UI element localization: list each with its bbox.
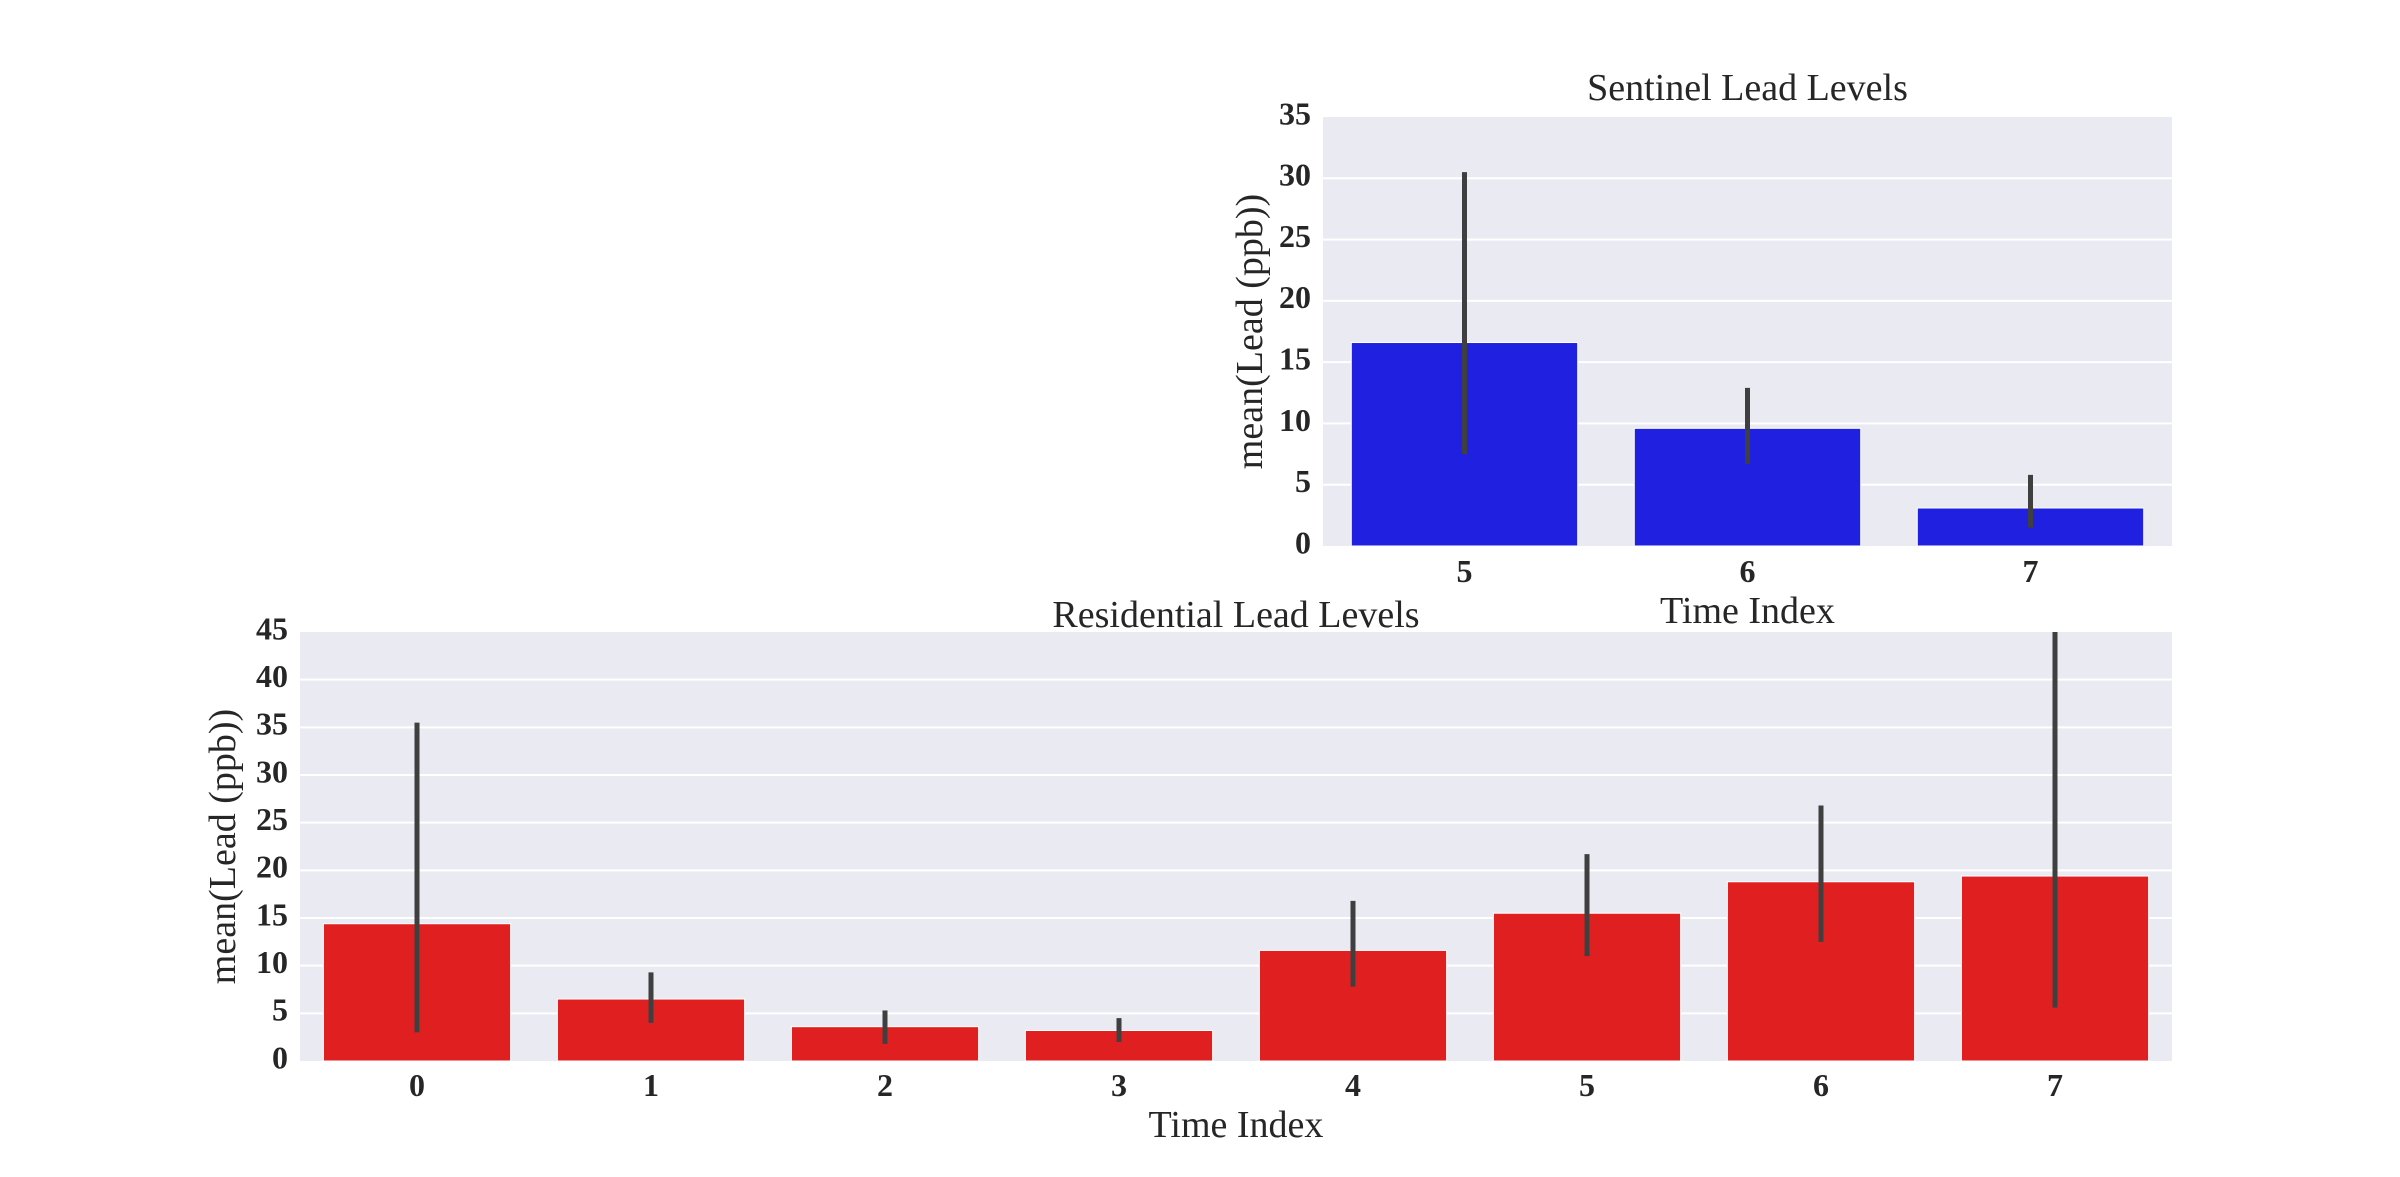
residential-chart-title: Residential Lead Levels [1052,594,1419,636]
sentinel-chart-title: Sentinel Lead Levels [1587,67,1908,109]
residential-xtick-label: 4 [1345,1067,1361,1103]
sentinel-ytick-label: 30 [1279,157,1311,193]
sentinel-x-axis-label: Time Index [1660,590,1835,632]
residential-ytick-label: 30 [256,753,288,789]
residential-xtick-label: 0 [409,1067,425,1103]
residential-bar-3 [1024,1029,1214,1062]
residential-ytick-label: 45 [256,610,288,646]
residential-ytick-label: 20 [256,849,288,885]
residential-xtick-label: 6 [1813,1067,1829,1103]
residential-ytick-label: 5 [272,992,288,1028]
residential-ytick-label: 0 [272,1039,288,1075]
sentinel-ytick-label: 25 [1279,218,1311,254]
residential-xtick-label: 3 [1111,1067,1127,1103]
residential-ytick-label: 15 [256,896,288,932]
sentinel-ytick-label: 10 [1279,402,1311,438]
sentinel-xtick-label: 6 [1740,553,1756,589]
sentinel-ytick-label: 35 [1279,95,1311,131]
sentinel-ytick-label: 20 [1279,279,1311,315]
residential-ytick-label: 40 [256,658,288,694]
residential-ytick-label: 35 [256,706,288,742]
sentinel-ytick-label: 0 [1295,524,1311,560]
sentinel-chart: 0 5 10 15 20 25 30 35 5 6 7 Sentinel Lead Levels Tim… [1229,67,2172,632]
residential-xtick-label: 7 [2047,1067,2063,1103]
sentinel-ytick-label: 5 [1295,463,1311,499]
sentinel-xtick-label: 7 [2023,553,2039,589]
residential-y-axis-label: mean(Lead (ppb)) [202,709,244,984]
sentinel-y-axis-label: mean(Lead (ppb)) [1229,194,1271,469]
residential-xtick-label: 2 [877,1067,893,1103]
sentinel-ytick-label: 15 [1279,340,1311,376]
residential-ytick-label: 10 [256,944,288,980]
residential-xtick-label: 5 [1579,1067,1595,1103]
residential-xtick-label: 1 [643,1067,659,1103]
sentinel-xtick-label: 5 [1457,553,1473,589]
residential-ytick-label: 25 [256,801,288,837]
residential-x-axis-label: Time Index [1149,1104,1324,1146]
